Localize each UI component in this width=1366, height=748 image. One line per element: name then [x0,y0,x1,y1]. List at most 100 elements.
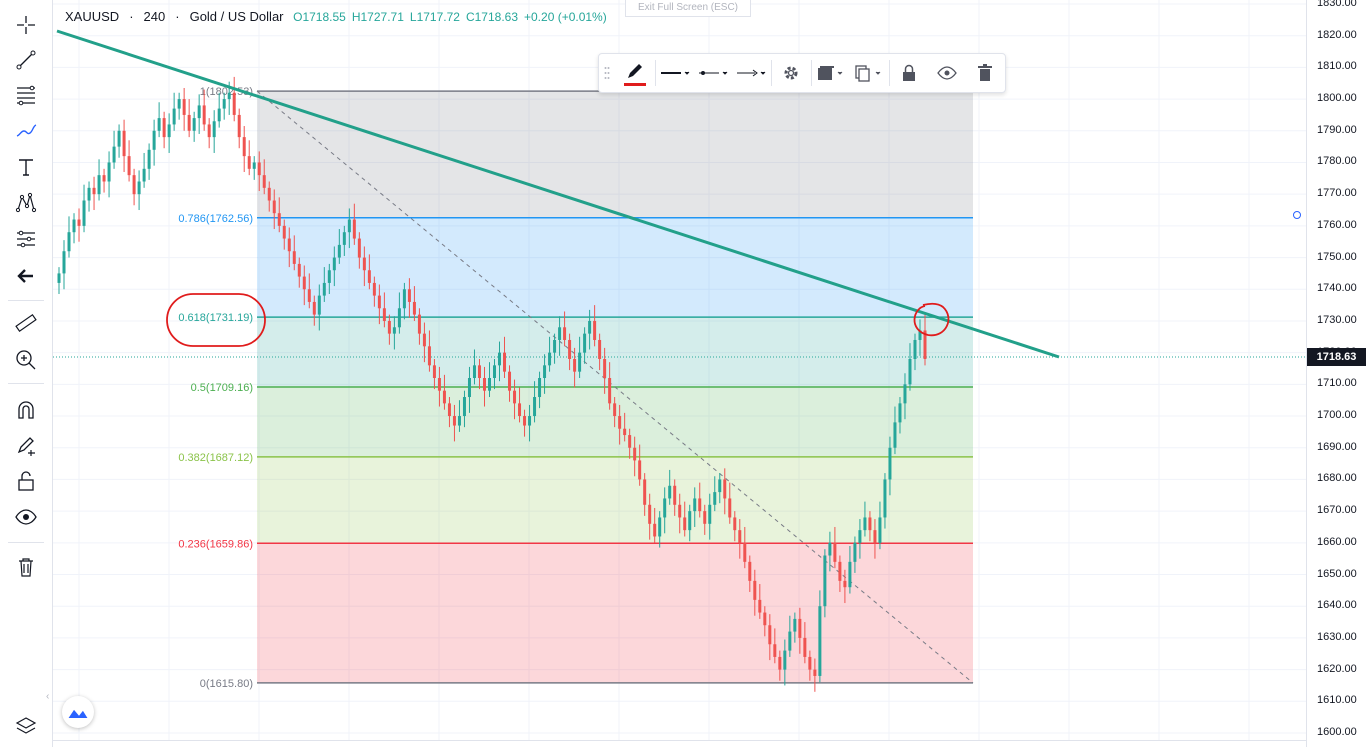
trash-icon[interactable] [8,552,44,582]
candle-body [477,365,481,379]
time-axis[interactable] [53,740,1306,748]
toolbar-divider [811,60,812,86]
candle-body [307,289,311,302]
price-tick-label: 1610.00 [1317,694,1357,707]
trend-line-icon[interactable] [8,45,44,75]
candle-body [112,146,116,163]
candle-body [783,650,787,670]
toolbar-divider [8,383,44,384]
candle-body [708,504,712,524]
clone-icon[interactable] [851,54,887,92]
candle-body [508,371,512,391]
candle-body [548,352,552,366]
candle-body [843,580,847,588]
magnet-icon[interactable] [8,395,44,425]
brush-icon[interactable] [8,115,44,145]
candle-body [97,175,101,195]
gear-icon[interactable] [773,54,809,92]
legend-dot: · [129,9,134,24]
drag-handle-icon[interactable] [601,54,613,92]
price-tick-label: 1810.00 [1317,60,1357,73]
exit-fullscreen-button[interactable]: Exit Full Screen (ESC) [625,0,751,17]
lock-icon[interactable] [891,54,927,92]
candle-body [157,118,161,131]
pencil-icon[interactable] [617,54,653,92]
candle-body [753,580,757,600]
zoom-in-icon[interactable] [8,345,44,375]
price-tick-label: 1600.00 [1317,726,1357,738]
candle-body [518,403,522,417]
candle-body [142,168,146,182]
lock-icon[interactable] [8,466,44,496]
line-style-icon[interactable] [657,54,693,92]
pattern-icon[interactable] [8,188,44,218]
line-end-icon[interactable] [733,54,769,92]
line-width-icon[interactable] [695,54,731,92]
prediction-icon[interactable] [8,224,44,254]
ruler-icon[interactable] [8,308,44,338]
candle-body [858,530,862,543]
eye-icon[interactable] [929,54,965,92]
candle-body [633,447,637,461]
low-value: L1717.72 [409,10,460,24]
candle-body [648,504,652,524]
candle-body [593,320,597,340]
toolbar-divider [8,300,44,301]
text-icon[interactable] [8,152,44,182]
candle-body [402,289,406,309]
fib-level-label: 0.618(1731.19) [178,312,253,324]
chart-pane[interactable]: 1(1802.53) 0.786(1762.56) 0.618(1731.19) 0.… [53,0,1306,740]
price-tick-label: 1710.00 [1317,377,1357,390]
candle-body [412,301,416,315]
candle-body [828,542,832,556]
tradingview-logo-icon[interactable] [62,696,94,728]
candle-body [332,257,336,271]
candle-body [723,479,727,499]
fib-zone [257,91,973,218]
last-price-label: 1718.63 [1307,347,1366,366]
price-tick-label: 1690.00 [1317,440,1357,453]
toolbar-collapse-handle[interactable]: ‹ [46,691,50,702]
ohlc-values: O1718.55 H1727.71 L1717.72 C1718.63 +0.20 (+… [293,10,613,24]
candle-body [207,124,211,138]
interval[interactable]: 240 [143,9,166,24]
candle-body [397,308,401,328]
candle-body [407,289,411,302]
candle-body [117,130,121,147]
price-tick-label: 1780.00 [1317,155,1357,168]
price-tick-label: 1660.00 [1317,535,1357,548]
symbol-description: Gold / US Dollar [189,9,284,24]
price-axis[interactable]: 1830.00 1820.00 1810.00 1800.00 1790.00 1780.… [1306,0,1366,747]
candle-body [422,333,426,347]
candle-body [803,637,807,657]
back-arrow-icon[interactable] [8,261,44,291]
candle-body [337,244,341,258]
symbol-name[interactable]: XAUUSD [65,9,120,24]
price-chart[interactable]: 1(1802.53)0.786(1762.56)0.618(1731.19)0.… [53,0,1306,740]
fib-level-label: 0.786(1762.56) [178,213,253,225]
drawing-anchor-handle[interactable] [1293,211,1301,219]
background-icon[interactable] [813,54,849,92]
candle-body [743,542,747,562]
candle-body [482,378,486,391]
candle-body [187,114,191,131]
candle-body [102,175,106,182]
object-tree-icon[interactable] [8,712,44,742]
candle-body [162,118,166,138]
candle-body [267,187,271,201]
trash-icon[interactable] [967,54,1003,92]
crosshair-icon[interactable] [8,10,44,40]
candle-body [878,517,882,543]
fib-level-label: 0.382(1687.12) [178,452,253,464]
price-tick-label: 1820.00 [1317,28,1357,41]
candle-body [212,121,216,138]
candle-body [192,118,196,131]
candle-body [417,314,421,334]
eye-icon[interactable] [8,502,44,532]
fib-icon[interactable] [8,80,44,110]
fib-zone [257,317,973,388]
stay-drawing-icon[interactable] [8,430,44,460]
candle-body [132,175,136,195]
candle-body [543,365,547,379]
candle-body [918,330,922,340]
